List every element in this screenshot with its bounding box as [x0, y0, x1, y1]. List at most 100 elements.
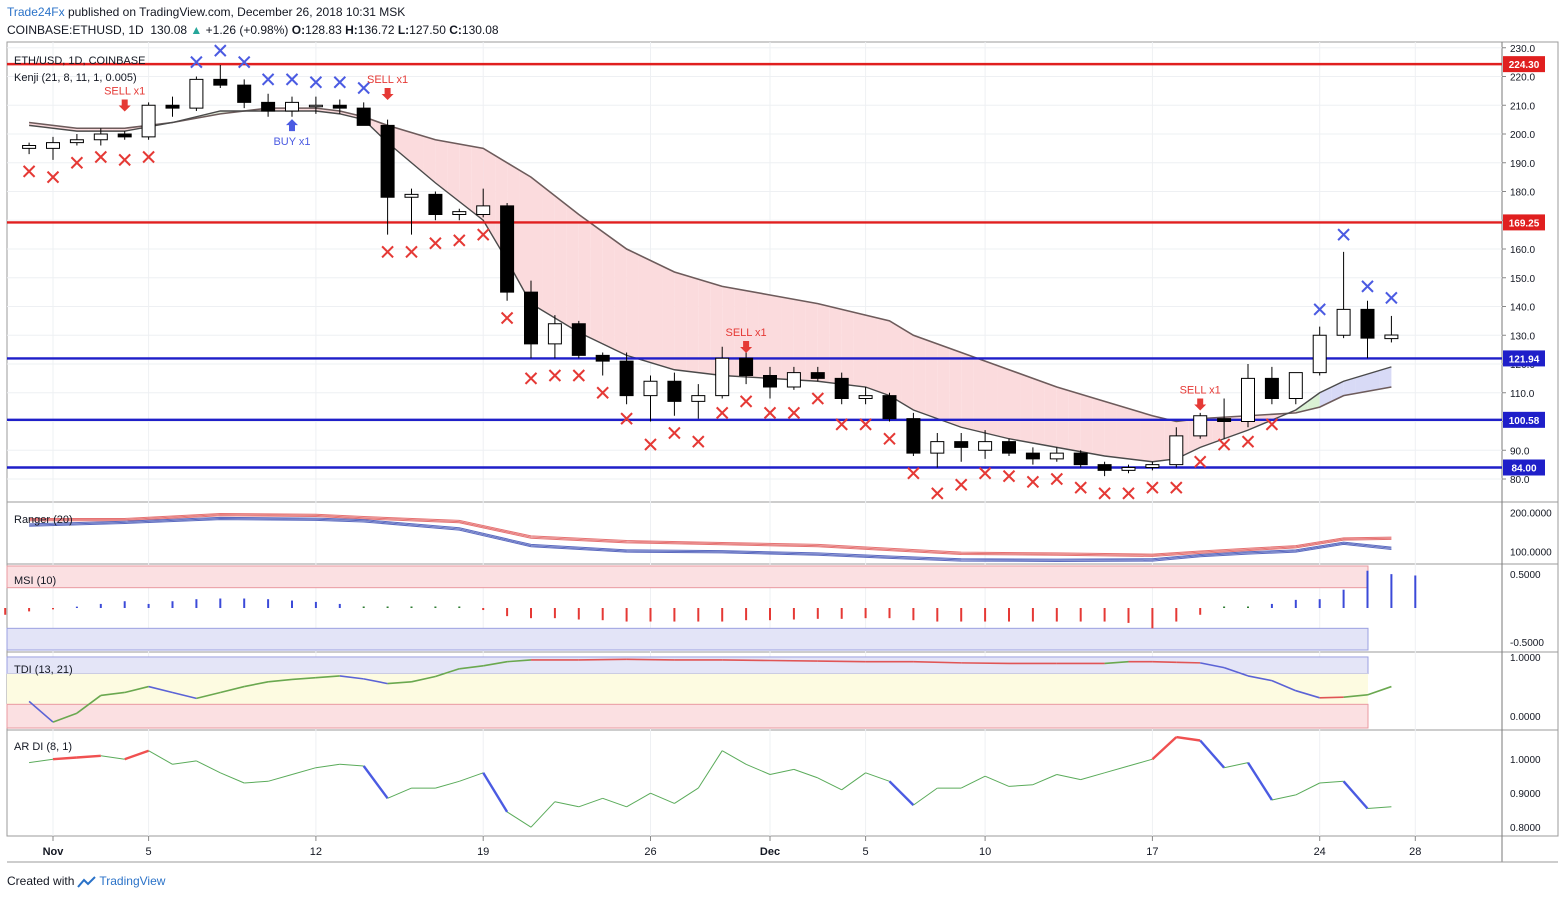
ardi-line-segment: [1032, 774, 1057, 786]
ardi-line-segment: [554, 801, 579, 808]
ranger-red-band-line: [29, 515, 1392, 557]
ardi-line-segment: [1056, 774, 1081, 781]
kenji-cloud-segment: [877, 318, 890, 396]
price-change: +1.26 (+0.98%): [205, 23, 289, 37]
candle-up: [1049, 452, 1064, 460]
price-axis-label: 200.0: [1510, 130, 1535, 141]
kenji-cloud-segment: [1343, 377, 1356, 396]
ardi-line-segment: [1271, 794, 1296, 801]
tdi-line-segment: [315, 675, 340, 679]
footer: Created with TradingView: [7, 874, 165, 888]
kenji-cloud-segment: [841, 309, 854, 386]
kenji-cloud-segment: [1379, 366, 1392, 390]
ardi-line-segment: [650, 792, 675, 804]
kenji-cloud-segment: [758, 292, 770, 379]
candle-down: [428, 193, 443, 215]
ardi-line-segment: [1008, 784, 1033, 787]
kenji-cloud-segment: [937, 343, 950, 423]
ardi-line-segment: [339, 763, 364, 767]
msi-axis-label: 0.5000: [1510, 570, 1541, 581]
ardi-line-segment: [984, 775, 1010, 787]
candle-down: [1025, 452, 1040, 460]
sell-x-marker: [1122, 487, 1135, 500]
kenji-cloud-segment: [901, 328, 914, 410]
kenji-cloud-segment: [865, 315, 878, 392]
up-arrow-icon: ▲: [190, 23, 203, 37]
ardi-line-segment: [1295, 782, 1320, 796]
sell-x-marker: [118, 153, 131, 167]
candle-down: [1264, 377, 1279, 399]
ohlc-line: COINBASE:ETHUSD, 1D 130.08 ▲ +1.26 (+0.9…: [7, 23, 499, 37]
candle-up: [978, 441, 993, 451]
sell-x-marker: [1026, 475, 1040, 489]
candle-up: [1288, 372, 1303, 399]
candle-up: [22, 145, 37, 149]
ardi-line-segment: [506, 811, 532, 828]
candle-down: [380, 124, 395, 198]
msi-title: MSI (10): [14, 575, 56, 587]
sell-x-marker: [429, 237, 442, 250]
tdi-line-segment: [148, 685, 173, 694]
ardi-line-segment: [626, 792, 651, 808]
buy-x-marker: [333, 76, 347, 89]
kenji-cloud-segment: [435, 139, 448, 193]
created-with-label: Created with: [7, 874, 75, 888]
candle-down: [500, 205, 515, 293]
ranger-axis-label: 200.0000: [1510, 509, 1552, 520]
candle-down: [356, 107, 371, 126]
kenji-cloud-segment: [531, 177, 543, 311]
publisher-name[interactable]: Trade24Fx: [7, 5, 65, 19]
buy-signal-label: BUY x1: [273, 136, 310, 148]
tdi-axis-label: 0.0000: [1510, 712, 1541, 723]
time-axis-label: 12: [310, 846, 322, 858]
ardi-axis-label: 0.9000: [1510, 789, 1541, 800]
ardi-line-segment: [387, 787, 412, 799]
kenji-cloud-segment: [1080, 394, 1093, 454]
price-level-tag: [1503, 459, 1545, 476]
price-axis-label: 110.0: [1510, 389, 1535, 400]
kenji-cloud-segment: [746, 290, 759, 378]
tdi-line-segment: [459, 665, 484, 670]
tdi-line-segment: [100, 691, 125, 697]
price-level-tag-label: 121.94: [1509, 354, 1540, 365]
ardi-line-segment: [1319, 780, 1344, 784]
tdi-line-segment: [196, 691, 221, 700]
kenji-cloud-segment: [734, 288, 747, 377]
candle-down: [834, 377, 849, 399]
kenji-cloud-segment: [602, 231, 615, 350]
close-value: 130.08: [461, 23, 499, 37]
tdi-mid-band: [7, 673, 1368, 705]
msi-lower-band: [6, 627, 1369, 651]
ardi-line-segment: [913, 787, 938, 806]
tradingview-brand[interactable]: TradingView: [99, 874, 166, 888]
candle-down: [882, 395, 897, 420]
ardi-line-segment: [267, 774, 293, 782]
buy-x-marker: [190, 55, 203, 69]
sell-x-marker: [94, 150, 108, 164]
candle-up: [1193, 415, 1208, 437]
candle-up: [1336, 308, 1351, 336]
ardi-line-segment: [530, 801, 556, 828]
kenji-cloud-segment: [1152, 415, 1165, 462]
tdi-line-segment: [1343, 694, 1368, 699]
open-label: O:: [291, 23, 306, 37]
candle-down: [213, 78, 228, 86]
tdi-line-segment: [435, 668, 460, 678]
ardi-line-segment: [745, 763, 771, 775]
kenji-cloud-segment: [973, 356, 986, 433]
ardi-line-segment: [315, 763, 340, 769]
candle-up: [452, 211, 467, 215]
tdi-line-segment: [291, 676, 316, 681]
tdi-axis-label: 1.0000: [1510, 653, 1541, 664]
sell-x-marker: [1193, 455, 1207, 468]
tdi-line-segment: [1104, 660, 1129, 665]
ardi-line-segment: [244, 780, 269, 784]
kenji-cloud-segment: [698, 279, 711, 375]
kenji-cloud-segment: [662, 266, 675, 370]
kenji-cloud-segment: [710, 282, 723, 376]
candle-down: [524, 291, 538, 345]
ardi-line-segment: [1367, 806, 1392, 809]
tdi-line-segment: [1176, 661, 1201, 664]
msi-axis-label: -0.5000: [1510, 638, 1544, 649]
